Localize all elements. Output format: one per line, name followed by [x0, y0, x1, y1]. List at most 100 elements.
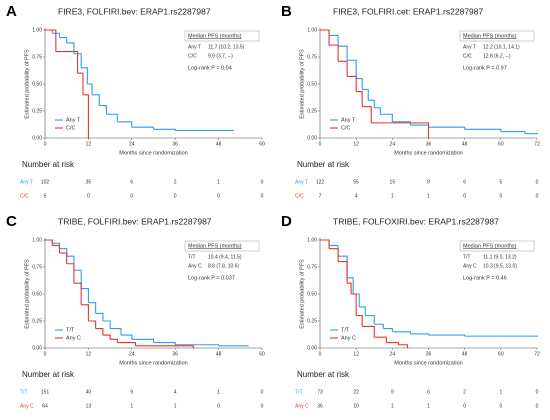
x-tick-label: 36: [426, 141, 432, 147]
risk-count: 1: [174, 403, 177, 409]
survival-step: [347, 277, 354, 294]
x-tick-label: 36: [426, 351, 432, 357]
x-tick-label: 12: [86, 141, 92, 147]
survival-step: [320, 29, 330, 36]
risk-count: 9: [391, 389, 394, 395]
x-tick-label: 12: [353, 351, 359, 357]
risk-count: 6: [427, 389, 430, 395]
x-tick-label: 12: [86, 351, 92, 357]
survival-step: [73, 282, 82, 305]
survival-step: [347, 59, 357, 79]
risk-count: 0: [261, 193, 264, 199]
risk-count: 9: [427, 179, 430, 185]
median-value: 12.2 (10.1, 14.1): [483, 44, 520, 50]
risk-count: 4: [355, 193, 358, 199]
x-tick-label: 24: [390, 351, 396, 357]
y-tick-label: 1.00: [32, 27, 42, 33]
risk-count: 40: [86, 389, 92, 395]
risk-count: 0: [463, 403, 466, 409]
panel-title: FIRE3, FOLFIRI.cet: ERAP1.rs2287987: [333, 6, 484, 16]
survival-step: [320, 29, 330, 46]
survival-step: [95, 312, 104, 321]
survival-step: [392, 331, 411, 334]
legend-label: C/C: [66, 125, 76, 131]
y-tick-label: 0.75: [307, 264, 317, 270]
survival-step: [351, 293, 357, 316]
survival-step: [110, 338, 118, 343]
survival-step: [88, 320, 97, 329]
survival-step: [66, 42, 75, 54]
y-tick-label: 0.75: [32, 264, 42, 270]
risk-count: 7: [319, 193, 322, 199]
survival-step: [380, 113, 393, 122]
survival-step: [371, 122, 430, 138]
x-axis-label: Months since randomization: [119, 360, 187, 366]
survival-step: [81, 304, 89, 321]
x-tick-label: 60: [259, 351, 265, 357]
median-name: T/T: [188, 254, 196, 260]
risk-count: 0: [463, 193, 466, 199]
median-name: Any C: [463, 263, 477, 269]
survival-step: [338, 45, 348, 61]
survival-step: [368, 99, 375, 108]
survival-step: [428, 126, 466, 130]
risk-count: 0: [130, 193, 133, 199]
risk-count: 151: [41, 389, 50, 395]
y-axis-label: Estimated probability of PFS: [24, 49, 30, 119]
x-tick-label: 36: [172, 351, 178, 357]
x-tick-label: 48: [462, 351, 468, 357]
survival-step: [102, 334, 111, 340]
risk-count: 4: [174, 389, 177, 395]
survival-step: [320, 239, 330, 249]
y-axis-label: Estimated probability of PFS: [299, 49, 305, 119]
risk-count: 0: [217, 193, 220, 199]
risk-count: 0: [261, 389, 264, 395]
median-title: Median PFS (months): [463, 33, 517, 39]
survival-step: [110, 328, 122, 336]
x-tick-label: 60: [259, 141, 265, 147]
legend-label: Any T: [341, 117, 356, 123]
median-box: [184, 240, 260, 252]
risk-title: Number at risk: [22, 370, 75, 379]
y-tick-label: 1.00: [32, 237, 42, 243]
risk-count: 10: [353, 403, 359, 409]
survival-step: [392, 121, 411, 126]
risk-row-label: Any C: [20, 403, 34, 409]
risk-count: 0: [536, 179, 539, 185]
survival-step: [374, 107, 381, 115]
x-tick-label: 72: [534, 141, 540, 147]
y-tick-label: 0.75: [32, 54, 42, 60]
risk-count: 122: [316, 179, 325, 185]
x-tick-label: 48: [216, 141, 222, 147]
survival-step: [329, 248, 339, 262]
risk-count: 102: [41, 179, 50, 185]
survival-step: [55, 51, 79, 74]
risk-count: 73: [317, 389, 323, 395]
survival-step: [329, 34, 339, 47]
median-title: Median PFS (months): [188, 33, 242, 39]
legend-label: Any C: [66, 335, 81, 341]
risk-row-label: C/C: [295, 193, 304, 199]
y-tick-label: 0.50: [307, 81, 317, 87]
log-rank-p: Log-rank P = 0.04: [188, 65, 232, 71]
risk-count: 36: [317, 403, 323, 409]
survival-step: [428, 334, 466, 337]
x-tick-label: 0: [44, 351, 47, 357]
panel-title: FIRE3, FOLFIRI.bev: ERAP1.rs2287987: [58, 6, 211, 16]
median-value: 9.9 (3.7, --): [208, 53, 233, 59]
risk-count: 0: [499, 403, 502, 409]
risk-count: 2: [174, 179, 177, 185]
log-rank-p: Log-rank P = 0.97: [463, 65, 507, 71]
risk-count: 15: [390, 179, 396, 185]
survival-step: [356, 78, 363, 90]
x-tick-label: 36: [172, 141, 178, 147]
risk-row-label: C/C: [20, 193, 29, 199]
log-rank-p: Log-rank P = 0.46: [463, 275, 507, 281]
y-tick-label: 0.75: [307, 54, 317, 60]
survival-step: [82, 94, 89, 138]
survival-step: [120, 334, 133, 340]
risk-count: 0: [536, 403, 539, 409]
survival-step: [374, 336, 387, 343]
risk-count: 2: [463, 389, 466, 395]
risk-count: 0: [536, 389, 539, 395]
